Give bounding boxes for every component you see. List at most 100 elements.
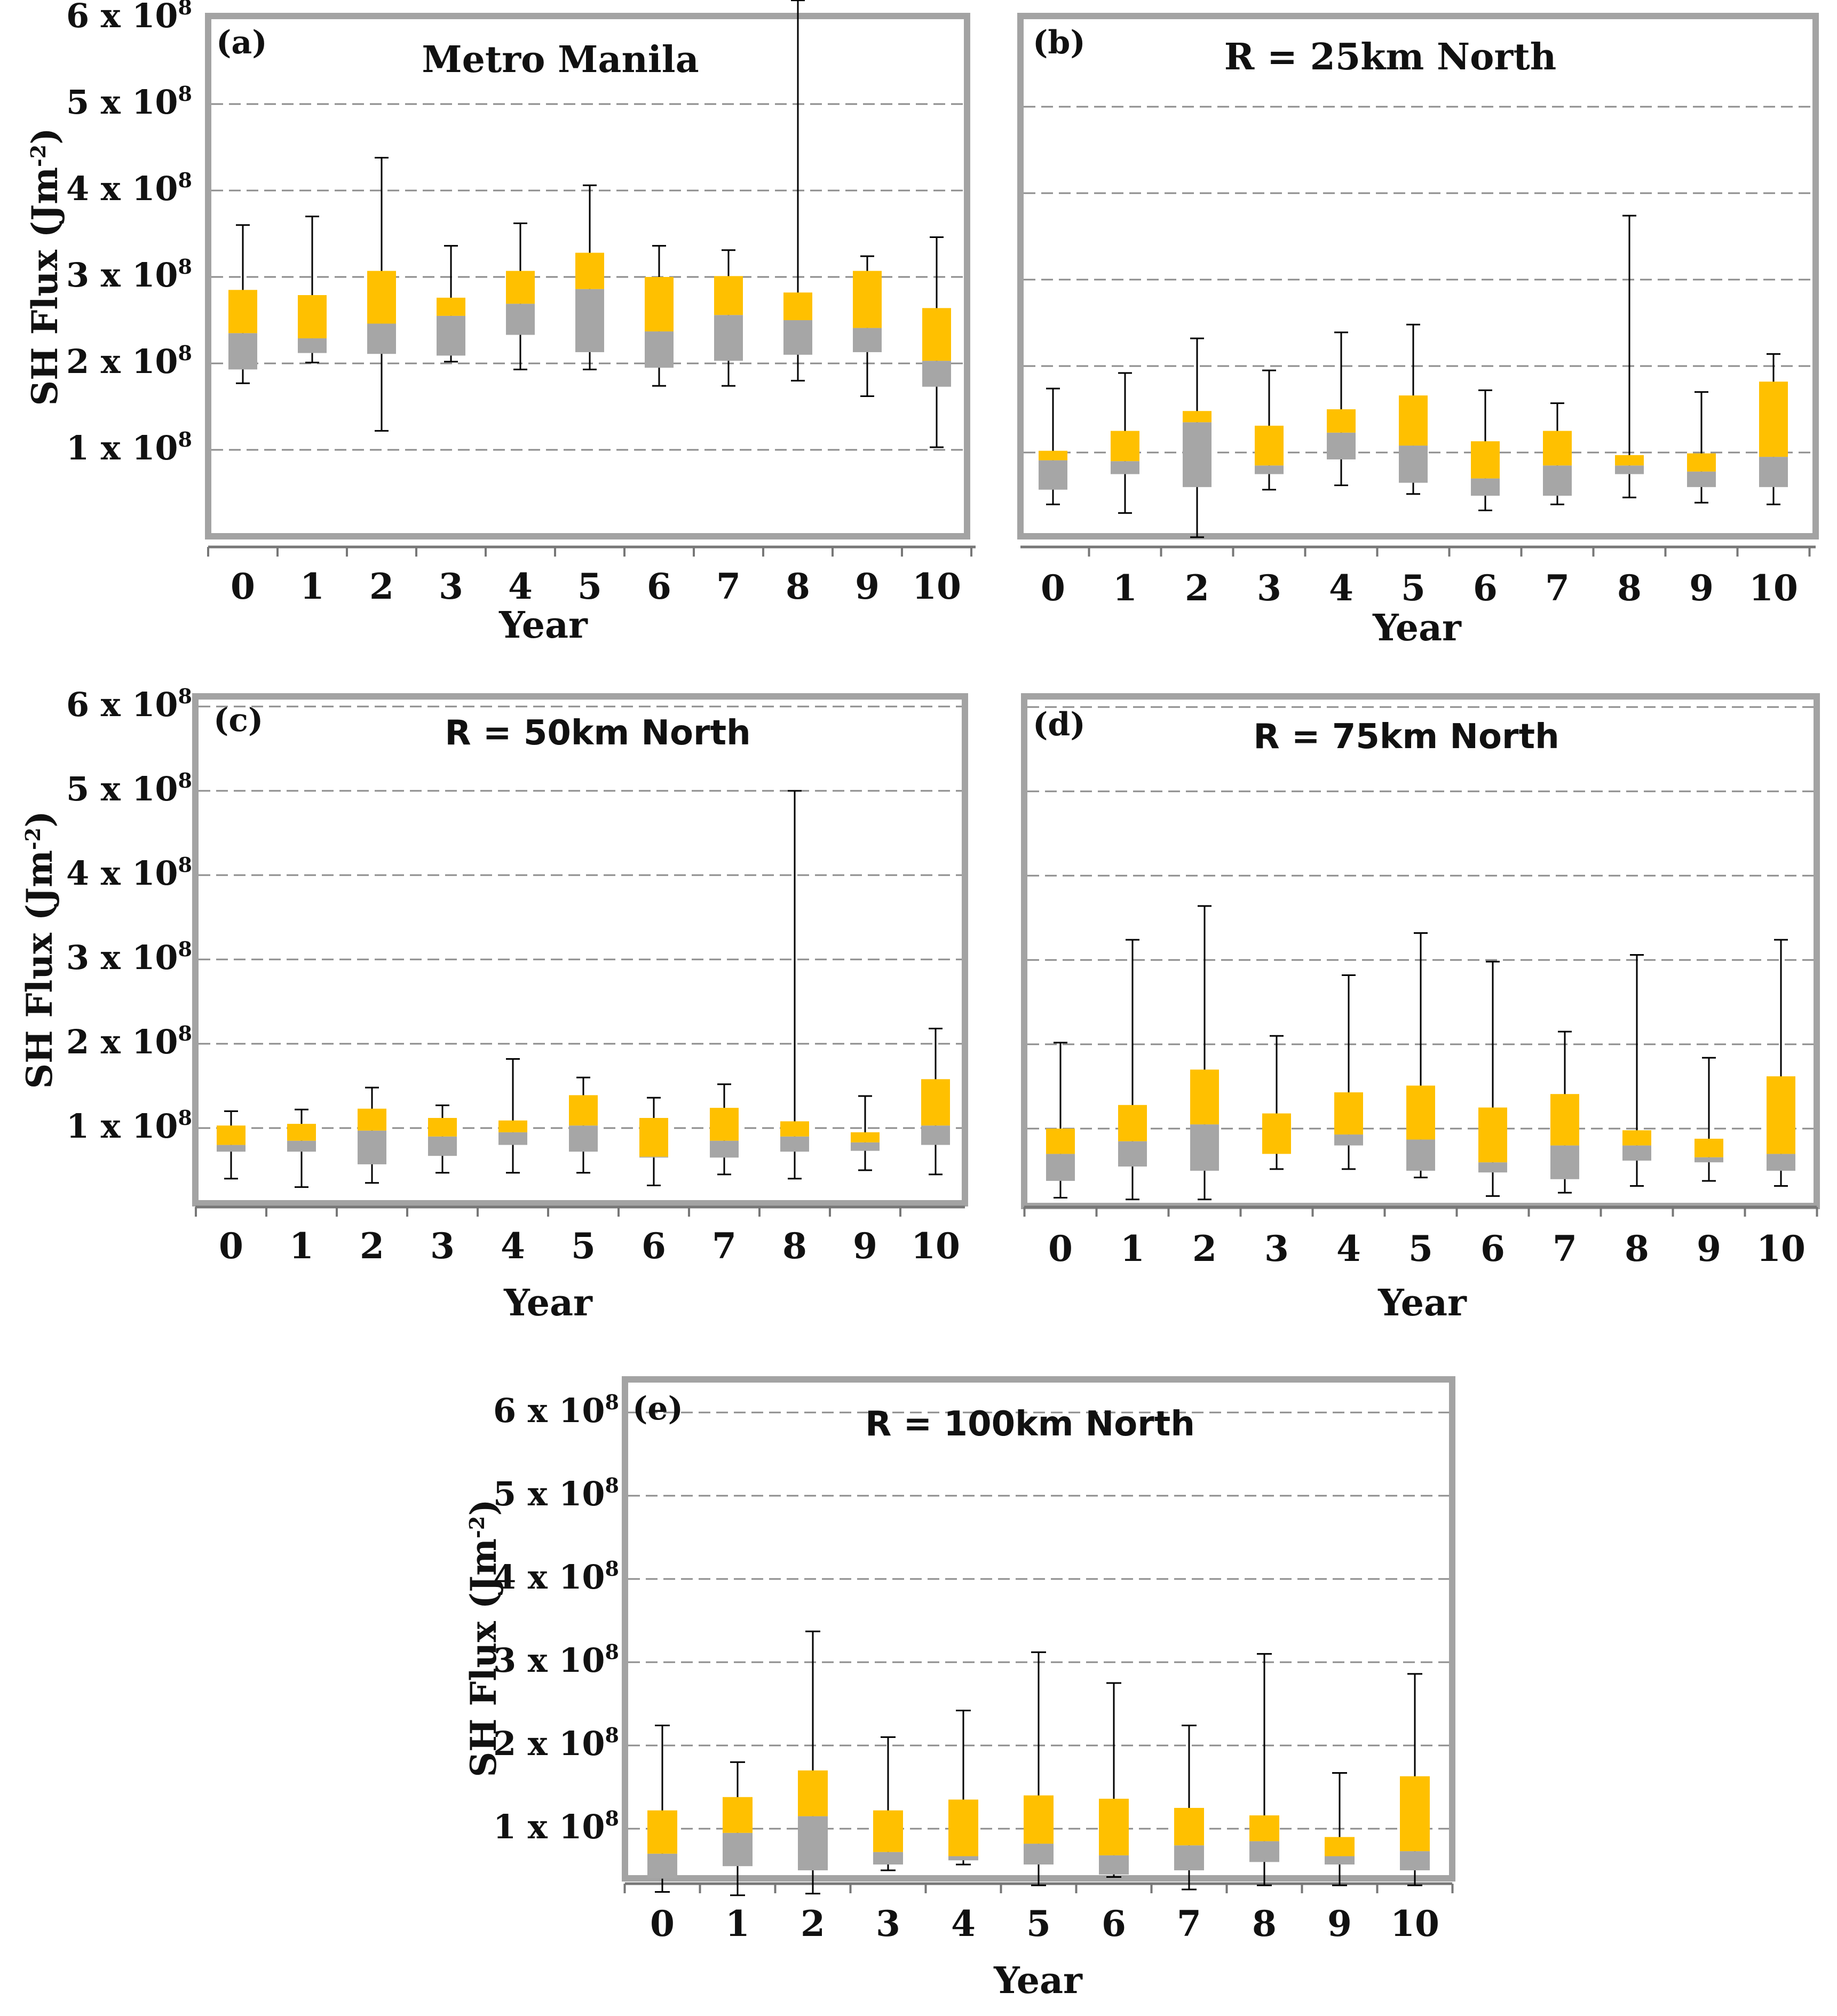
plot-frame <box>205 13 970 539</box>
y-tick-exponent: 8 <box>605 1640 619 1664</box>
x-axis-label: Year <box>993 1959 1083 2002</box>
y-tick-base: 4 x 10 <box>66 169 178 208</box>
y-tick-label: 3 x 108 <box>493 1640 619 1680</box>
y-tick-base: 2 x 10 <box>493 1724 605 1763</box>
y-axis-label-end: ) <box>24 128 66 145</box>
y-axis-label-sup: -2 <box>26 145 50 167</box>
y-tick-base: 4 x 10 <box>493 1558 605 1597</box>
panel-title: R = 75km North <box>1253 717 1559 757</box>
box-lower-quartile <box>798 1816 828 1870</box>
box-year-10 <box>1759 353 1788 505</box>
x-tick-label: 10 <box>1749 567 1798 609</box>
box-upper-quartile <box>1695 1138 1723 1157</box>
box-upper-quartile <box>1334 1092 1363 1135</box>
y-tick-exponent: 8 <box>605 1723 619 1747</box>
x-axis-label: Year <box>1372 607 1462 649</box>
y-tick-base: 4 x 10 <box>66 854 178 893</box>
y-tick-base: 1 x 10 <box>66 428 178 467</box>
box-upper-quartile <box>1046 1129 1075 1154</box>
y-tick-exponent: 8 <box>178 1021 192 1045</box>
box-lower-quartile <box>1327 432 1356 459</box>
box-year-8 <box>780 790 809 1180</box>
box-year-8 <box>1615 215 1644 498</box>
panel-label: (a) <box>216 24 267 61</box>
box-lower-quartile <box>1543 465 1572 496</box>
box-upper-quartile <box>1039 450 1067 461</box>
box-upper-quartile <box>922 308 951 361</box>
y-tick-label: 2 x 108 <box>66 1021 192 1061</box>
box-lower-quartile <box>367 323 396 354</box>
box-upper-quartile <box>298 295 327 339</box>
box-lower-quartile <box>1478 1162 1507 1173</box>
x-tick-label: 4 <box>951 1903 976 1944</box>
y-tick-exponent: 8 <box>178 937 192 961</box>
x-tick-label: 1 <box>289 1225 314 1267</box>
box-lower-quartile <box>710 1140 739 1158</box>
box-year-8 <box>1622 954 1651 1187</box>
box-upper-quartile <box>1622 1130 1651 1146</box>
box-upper-quartile <box>287 1124 316 1141</box>
x-tick-label: 8 <box>782 1225 807 1267</box>
y-tick-exponent: 8 <box>605 1390 619 1414</box>
box-upper-quartile <box>639 1118 668 1157</box>
box-year-10 <box>922 236 951 448</box>
x-tick-label: 1 <box>725 1903 750 1944</box>
x-tick-label: 4 <box>1336 1228 1361 1269</box>
box-lower-quartile <box>437 315 465 356</box>
box-upper-quartile <box>873 1810 903 1852</box>
x-axis-label: Year <box>1377 1282 1467 1324</box>
box-year-1 <box>287 1108 316 1188</box>
panel-label: (e) <box>632 1390 683 1427</box>
x-tick-label: 10 <box>911 1225 960 1267</box>
y-tick-base: 2 x 10 <box>66 342 178 381</box>
box-upper-quartile <box>780 1121 809 1137</box>
x-tick-label: 2 <box>1185 567 1209 609</box>
box-year-7 <box>714 249 743 387</box>
box-lower-quartile <box>639 1156 668 1158</box>
box-upper-quartile <box>1255 425 1284 466</box>
box-upper-quartile <box>506 271 535 304</box>
panel-title: R = 100km North <box>865 1404 1195 1444</box>
box-year-10 <box>1767 939 1795 1187</box>
box-lower-quartile <box>783 320 812 355</box>
y-tick-label: 6 x 108 <box>493 1390 619 1430</box>
box-lower-quartile <box>1550 1145 1579 1179</box>
y-tick-label: 1 x 108 <box>493 1806 619 1846</box>
x-tick-label: 5 <box>1408 1228 1433 1269</box>
x-tick-label: 10 <box>1756 1228 1806 1269</box>
box-lower-quartile <box>1046 1154 1075 1181</box>
y-tick-exponent: 8 <box>605 1557 619 1581</box>
box-upper-quartile <box>714 276 743 315</box>
x-tick-label: 10 <box>912 566 961 607</box>
x-tick-label: 3 <box>439 566 463 607</box>
x-tick-label: 0 <box>219 1225 243 1267</box>
box-lower-quartile <box>1255 465 1284 474</box>
box-upper-quartile <box>498 1120 527 1132</box>
box-year-0 <box>1046 1042 1075 1199</box>
x-tick-label: 4 <box>1329 567 1353 609</box>
x-tick-label: 6 <box>1473 567 1498 609</box>
box-lower-quartile <box>358 1130 386 1164</box>
x-tick-label: 1 <box>300 566 324 607</box>
box-upper-quartile <box>569 1095 598 1126</box>
box-year-2 <box>1190 905 1219 1201</box>
box-year-5 <box>569 1076 598 1174</box>
box-lower-quartile <box>1399 446 1428 483</box>
box-year-7 <box>710 1083 739 1176</box>
box-year-2 <box>358 1086 386 1184</box>
panel-b: 0 1 2 3 4 5 6 7 8 9 10 Year R = 25km North (b) <box>1017 13 1819 649</box>
box-lower-quartile <box>1400 1851 1430 1870</box>
box-upper-quartile <box>798 1770 828 1816</box>
box-year-6 <box>645 245 674 387</box>
y-tick-label: 4 x 108 <box>493 1557 619 1597</box>
x-tick-label: 0 <box>650 1903 675 1944</box>
y-tick-exponent: 8 <box>178 768 192 792</box>
x-tick-label: 8 <box>1252 1903 1277 1944</box>
box-lower-quartile <box>645 331 674 368</box>
box-lower-quartile <box>921 1125 950 1145</box>
x-tick-label: 5 <box>577 566 602 607</box>
box-upper-quartile <box>1759 382 1788 457</box>
box-upper-quartile <box>575 252 604 289</box>
